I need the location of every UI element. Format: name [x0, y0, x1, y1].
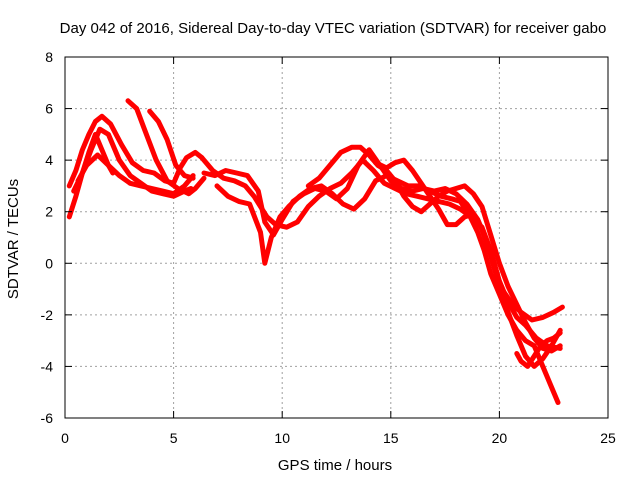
series-line-satellite-track-8 — [201, 147, 565, 323]
y-tick-label: -2 — [41, 307, 54, 323]
axis-ticks: 0 5 10 15 20 25 -6 -4 -2 0 2 4 6 8 — [41, 49, 616, 446]
series-line-satellite-track-2 — [66, 113, 205, 189]
series-line-satellite-track-4 — [75, 152, 196, 197]
y-tick-label: 6 — [45, 101, 53, 117]
y-tick-label: 8 — [45, 49, 53, 65]
series-line-satellite-track-12 — [514, 330, 563, 369]
y-tick-label: -6 — [41, 410, 54, 426]
x-tick-label: 20 — [492, 430, 508, 446]
plot-frame — [64, 56, 609, 419]
x-tick-label: 5 — [170, 430, 178, 446]
x-tick-label: 15 — [383, 430, 399, 446]
series-line-satellite-track-3 — [71, 126, 194, 199]
x-tick-label: 10 — [274, 430, 290, 446]
y-tick-label: 2 — [45, 204, 53, 220]
y-tick-label: -4 — [41, 358, 54, 374]
y-tick-label: 4 — [45, 152, 53, 168]
x-tick-label: 0 — [61, 430, 69, 446]
series-line-satellite-track-10 — [305, 144, 563, 354]
gridlines — [65, 57, 608, 418]
x-axis-label: GPS time / hours — [278, 457, 392, 474]
data-series — [66, 98, 565, 405]
chart-title: Day 042 of 2016, Sidereal Day-to-day VTE… — [60, 20, 607, 37]
y-tick-label: 0 — [45, 255, 53, 271]
y-axis-label: SDTVAR / TECUs — [5, 179, 22, 299]
x-tick-label: 25 — [600, 430, 616, 446]
series-line-satellite-track-6 — [147, 108, 196, 181]
series-line-satellite-track-5 — [125, 98, 207, 197]
